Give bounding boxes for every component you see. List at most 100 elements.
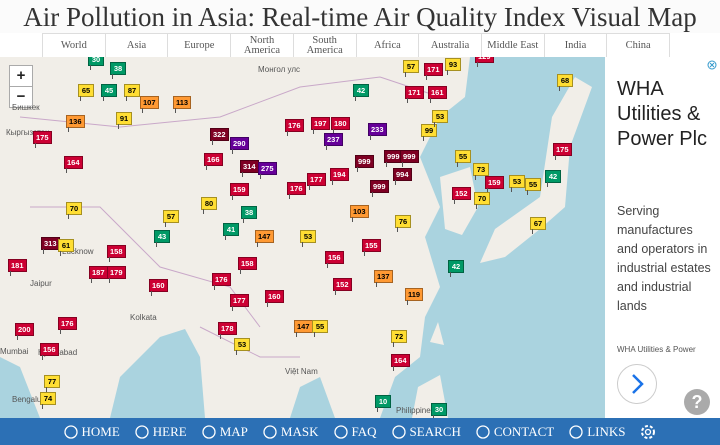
- aqi-marker[interactable]: 177: [230, 294, 249, 311]
- aqi-marker[interactable]: 42: [545, 170, 561, 187]
- aqi-marker[interactable]: 113: [173, 96, 192, 113]
- aqi-marker[interactable]: 91: [116, 112, 132, 129]
- aqi-marker[interactable]: 161: [428, 86, 447, 103]
- aqi-marker[interactable]: 159: [485, 176, 504, 193]
- aqi-marker[interactable]: 119: [405, 288, 424, 305]
- aqi-marker[interactable]: 156: [40, 343, 59, 360]
- aqi-marker[interactable]: 175: [553, 143, 572, 160]
- aqi-marker[interactable]: 994: [393, 168, 412, 185]
- zoom-in[interactable]: +: [9, 65, 33, 87]
- aqi-marker[interactable]: 10: [375, 395, 391, 412]
- region-tab[interactable]: South America: [292, 34, 356, 58]
- ad-advertiser[interactable]: WHA Utilities & Power: [617, 345, 696, 354]
- region-tab[interactable]: Africa: [355, 34, 419, 58]
- region-tab[interactable]: Asia: [104, 34, 168, 58]
- aqi-marker[interactable]: 166: [204, 153, 223, 170]
- region-tab[interactable]: North America: [230, 34, 293, 58]
- footer-label[interactable]: HOME: [81, 423, 120, 439]
- region-tab[interactable]: World: [42, 34, 105, 58]
- aqi-marker[interactable]: 176: [285, 119, 304, 136]
- aqi-marker[interactable]: 200: [15, 323, 34, 340]
- aqi-marker[interactable]: 80: [201, 197, 217, 214]
- aqi-marker[interactable]: 999: [355, 155, 374, 172]
- aqi-marker[interactable]: 136: [66, 115, 85, 132]
- aqi-marker[interactable]: 158: [107, 245, 126, 262]
- aqi-marker[interactable]: 176: [287, 182, 306, 199]
- aqi-marker[interactable]: 158: [238, 257, 257, 274]
- footer-link[interactable]: LINKS: [568, 424, 625, 440]
- aqi-marker[interactable]: 152: [452, 187, 471, 204]
- footer-label[interactable]: LINKS: [587, 423, 626, 439]
- aqi-marker[interactable]: 313: [41, 237, 60, 254]
- aqi-marker[interactable]: 181: [8, 259, 27, 276]
- aqi-marker[interactable]: 30: [431, 403, 447, 418]
- aqi-marker[interactable]: 152: [333, 278, 352, 295]
- help-button[interactable]: ?: [684, 389, 710, 415]
- aqi-marker[interactable]: 57: [163, 210, 179, 227]
- aqi-marker[interactable]: 42: [353, 84, 369, 101]
- aqi-marker[interactable]: 290: [230, 137, 249, 154]
- aqi-marker[interactable]: 53: [509, 175, 525, 192]
- aqi-marker[interactable]: 314: [240, 160, 259, 177]
- aqi-marker[interactable]: 77: [44, 375, 60, 392]
- aqi-marker[interactable]: 70: [474, 192, 490, 209]
- aqi-marker[interactable]: 55: [525, 178, 541, 195]
- footer-link[interactable]: MASK: [262, 424, 319, 440]
- aqi-marker[interactable]: 53: [300, 230, 316, 247]
- aqi-marker[interactable]: 38: [110, 62, 126, 79]
- aqi-marker[interactable]: 178: [218, 322, 237, 339]
- ad-headline[interactable]: WHA Utilities & Power Plc: [617, 78, 708, 150]
- aqi-marker[interactable]: 103: [350, 205, 369, 222]
- region-tab[interactable]: China: [606, 34, 671, 58]
- map[interactable]: + − Монгол улс Бишкек Кыргызстан Jaipur Luck…: [0, 57, 605, 418]
- aqi-marker[interactable]: 73: [473, 163, 489, 180]
- aqi-marker[interactable]: 175: [33, 131, 52, 148]
- aqi-marker[interactable]: 177: [307, 173, 326, 190]
- aqi-marker[interactable]: 999: [400, 150, 419, 167]
- aqi-marker[interactable]: 129: [475, 57, 494, 67]
- aqi-marker[interactable]: 147: [294, 320, 313, 337]
- footer-link[interactable]: MAP: [201, 424, 248, 440]
- aqi-marker[interactable]: 38: [241, 206, 257, 223]
- aqi-marker[interactable]: 179: [107, 266, 126, 283]
- aqi-marker[interactable]: 42: [448, 260, 464, 277]
- region-tab[interactable]: Australia: [418, 34, 481, 58]
- footer-link[interactable]: SEARCH: [391, 424, 461, 440]
- aqi-marker[interactable]: 70: [66, 202, 82, 219]
- aqi-marker[interactable]: 176: [58, 317, 77, 334]
- aqi-marker[interactable]: 53: [432, 110, 448, 127]
- settings-icon[interactable]: [639, 423, 657, 441]
- aqi-marker[interactable]: 155: [362, 239, 381, 256]
- footer-label[interactable]: CONTACT: [493, 423, 555, 439]
- aqi-marker[interactable]: 164: [64, 156, 83, 173]
- footer-label[interactable]: MASK: [280, 423, 319, 439]
- aqi-marker[interactable]: 160: [265, 290, 284, 307]
- aqi-marker[interactable]: 99: [421, 124, 437, 141]
- aqi-marker[interactable]: 159: [230, 183, 249, 200]
- aqi-marker[interactable]: 322: [210, 128, 229, 145]
- aqi-marker[interactable]: 156: [325, 251, 344, 268]
- aqi-marker[interactable]: 61: [58, 239, 74, 256]
- footer-label[interactable]: FAQ: [351, 423, 377, 439]
- aqi-marker[interactable]: 197: [311, 117, 330, 134]
- region-tab[interactable]: Middle East: [480, 34, 544, 58]
- aqi-marker[interactable]: 180: [331, 117, 350, 134]
- aqi-marker[interactable]: 72: [391, 330, 407, 347]
- aqi-marker[interactable]: 53: [234, 338, 250, 355]
- aqi-marker[interactable]: 57: [403, 60, 419, 77]
- aqi-marker[interactable]: 171: [424, 63, 443, 80]
- aqi-marker[interactable]: 68: [557, 74, 573, 91]
- aqi-marker[interactable]: 137: [374, 270, 393, 287]
- aqi-marker[interactable]: 67: [530, 217, 546, 234]
- aqi-marker[interactable]: 76: [395, 215, 411, 232]
- footer-label[interactable]: HERE: [152, 423, 187, 439]
- aqi-marker[interactable]: 43: [154, 230, 170, 247]
- aqi-marker[interactable]: 45: [101, 84, 117, 101]
- footer-label[interactable]: MAP: [219, 423, 248, 439]
- footer-link[interactable]: CONTACT: [475, 424, 554, 440]
- aqi-marker[interactable]: 87: [124, 84, 140, 101]
- aqi-marker[interactable]: 93: [445, 58, 461, 75]
- aqi-marker[interactable]: 160: [149, 279, 168, 296]
- footer-label[interactable]: SEARCH: [409, 423, 461, 439]
- aqi-marker[interactable]: 171: [405, 86, 424, 103]
